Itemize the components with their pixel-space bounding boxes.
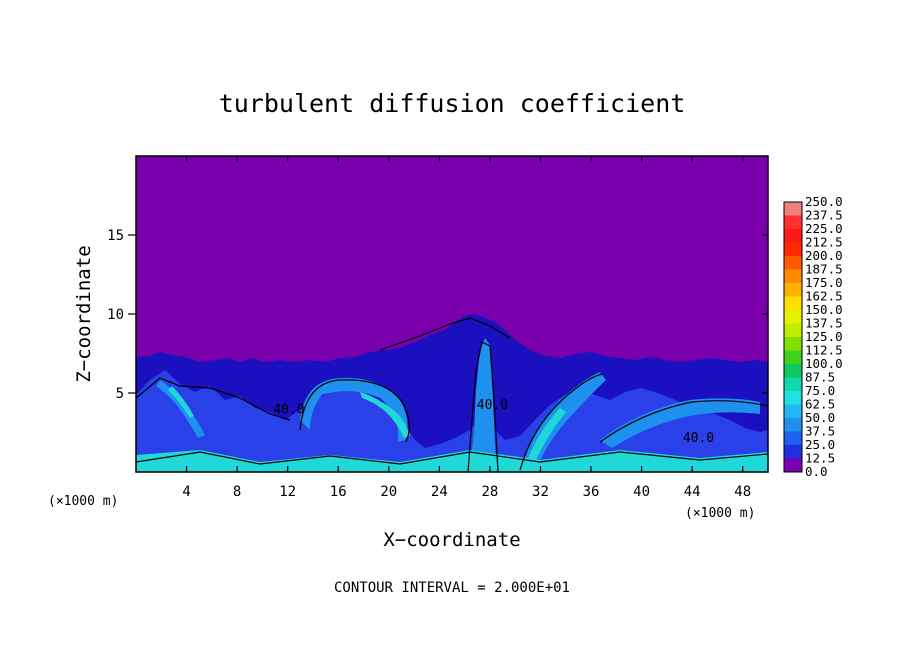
colorbar-swatch: [784, 377, 802, 391]
colorbar-label: 162.5: [805, 289, 843, 304]
colorbar-swatch: [784, 269, 802, 283]
colorbar: 250.0237.5225.0212.5200.0187.5175.0162.5…: [783, 194, 843, 479]
x-unit-right: (×1000 m): [685, 506, 755, 521]
colorbar-swatch: [784, 337, 802, 351]
colorbar-swatch: [784, 418, 802, 432]
field-region-peak: [528, 408, 566, 460]
x-tick-label: 12: [279, 484, 296, 500]
colorbar-swatch: [784, 431, 802, 445]
colorbar-swatch: [784, 350, 802, 364]
colorbar-label: 125.0: [805, 329, 843, 344]
x-tick-label: 40: [633, 484, 650, 500]
colorbar-label: 150.0: [805, 302, 843, 317]
x-tick-label: 44: [684, 484, 701, 500]
contour-line: [136, 451, 768, 465]
colorbar-swatch: [784, 364, 802, 378]
contour-interval: CONTOUR INTERVAL = 2.000E+01: [334, 580, 570, 596]
colorbar-label: 187.5: [805, 262, 843, 277]
colorbar-label: 0.0: [805, 464, 828, 479]
colorbar-swatch: [784, 458, 802, 472]
contour-line: [519, 373, 603, 471]
colorbar-swatch: [784, 310, 802, 324]
y-axis: 5 10 15: [107, 228, 768, 402]
colorbar-label: 200.0: [805, 248, 843, 263]
colorbar-label: 75.0: [805, 383, 835, 398]
chart-title: turbulent diffusion coefficient: [219, 89, 686, 118]
contour-line: [379, 317, 511, 351]
colorbar-swatch: [784, 445, 802, 459]
colorbar-label: 100.0: [805, 356, 843, 371]
colorbar-label: 237.5: [805, 208, 843, 223]
contour-line: [136, 377, 291, 421]
x-axis: 4 8 12 16 20 24 28 32 36 40 44 48: [182, 156, 751, 500]
plot-area: [136, 156, 768, 472]
x-tick-label: 48: [734, 484, 751, 500]
colorbar-label: 112.5: [805, 343, 843, 358]
colorbar-swatch: [784, 229, 802, 243]
contour-line: [599, 400, 768, 443]
field-region-high: [300, 377, 408, 442]
contour-label: 40.0: [683, 431, 714, 446]
colorbar-label: 225.0: [805, 221, 843, 236]
x-unit-left: (×1000 m): [48, 494, 118, 509]
contour-label: 40.0: [477, 398, 508, 413]
field-region-peak: [168, 386, 194, 418]
x-tick-label: 20: [380, 484, 397, 500]
colorbar-label: 37.5: [805, 424, 835, 439]
colorbar-label: 50.0: [805, 410, 835, 425]
contour-label: 40.0: [273, 403, 304, 418]
colorbar-swatch: [784, 296, 802, 310]
contour-labels: 40.0 40.0 40.0: [273, 398, 714, 446]
colorbar-swatch: [784, 215, 802, 229]
colorbar-swatch: [784, 404, 802, 418]
colorbar-label: 212.5: [805, 235, 843, 250]
field-region-high: [156, 380, 205, 438]
x-tick-label: 16: [330, 484, 347, 500]
contour-line: [299, 379, 410, 443]
x-axis-label: X−coordinate: [383, 529, 520, 551]
colorbar-label: 250.0: [805, 194, 843, 209]
colorbar-swatch: [784, 391, 802, 405]
y-tick-label: 5: [116, 386, 124, 402]
y-tick-label: 15: [107, 228, 124, 244]
x-tick-label: 4: [182, 484, 190, 500]
field-region-high: [600, 398, 760, 448]
colorbar-swatch: [784, 242, 802, 256]
colorbar-frame: [783, 201, 803, 473]
colorbar-label: 62.5: [805, 397, 835, 412]
y-axis-label: Z−coordinate: [73, 245, 95, 382]
y-tick-label: 10: [107, 307, 124, 323]
colorbar-label: 12.5: [805, 451, 835, 466]
x-tick-label: 32: [532, 484, 549, 500]
colorbar-label: 137.5: [805, 316, 843, 331]
colorbar-swatch: [784, 202, 802, 216]
x-tick-label: 8: [233, 484, 241, 500]
field-region-high: [470, 338, 496, 472]
contour-line: [467, 341, 499, 472]
field-region-peak: [136, 450, 768, 472]
x-tick-label: 24: [431, 484, 448, 500]
x-tick-label: 28: [481, 484, 498, 500]
colorbar-swatch: [784, 283, 802, 297]
colorbar-label: 87.5: [805, 370, 835, 385]
x-tick-label: 36: [583, 484, 600, 500]
colorbar-label: 175.0: [805, 275, 843, 290]
colorbar-swatch: [784, 256, 802, 270]
colorbar-label: 25.0: [805, 437, 835, 452]
field-region-peak: [360, 392, 410, 438]
colorbar-swatch: [784, 323, 802, 337]
